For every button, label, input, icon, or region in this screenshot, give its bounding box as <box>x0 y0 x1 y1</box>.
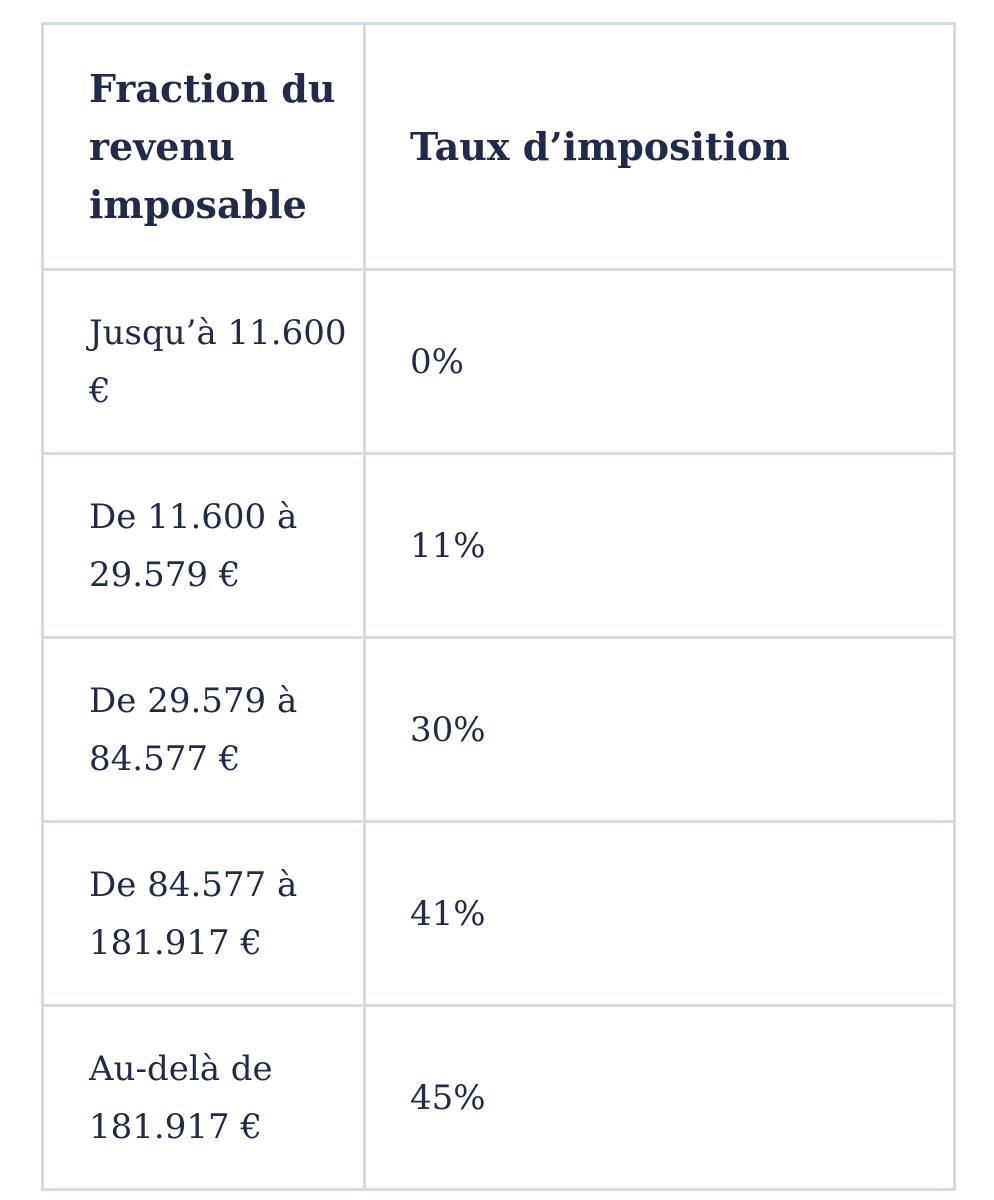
cell-fraction: Au-delà de 181.917 € <box>41 1004 366 1191</box>
cell-rate: 45% <box>363 1004 956 1191</box>
cell-rate: 30% <box>363 636 956 823</box>
table-row: De 11.600 à 29.579 € 11% <box>41 452 956 639</box>
cell-fraction: Jusqu’à 11.600 € <box>41 268 366 455</box>
table-body: Jusqu’à 11.600 € 0% De 11.600 à 29.579 €… <box>41 268 956 1191</box>
cell-fraction: De 11.600 à 29.579 € <box>41 452 366 639</box>
table-row: De 84.577 à 181.917 € 41% <box>41 820 956 1007</box>
table-header: Fraction du revenu imposable Taux d’impo… <box>41 22 956 271</box>
header-row: Fraction du revenu imposable Taux d’impo… <box>41 22 956 271</box>
table-row: Jusqu’à 11.600 € 0% <box>41 268 956 455</box>
header-rate: Taux d’imposition <box>363 22 956 271</box>
cell-rate: 11% <box>363 452 956 639</box>
cell-fraction: De 29.579 à 84.577 € <box>41 636 366 823</box>
cell-rate: 41% <box>363 820 956 1007</box>
table-row: Au-delà de 181.917 € 45% <box>41 1004 956 1191</box>
cell-fraction: De 84.577 à 181.917 € <box>41 820 366 1007</box>
tax-bracket-table: Fraction du revenu imposable Taux d’impo… <box>41 22 956 1191</box>
header-fraction: Fraction du revenu imposable <box>41 22 366 271</box>
table-row: De 29.579 à 84.577 € 30% <box>41 636 956 823</box>
cell-rate: 0% <box>363 268 956 455</box>
